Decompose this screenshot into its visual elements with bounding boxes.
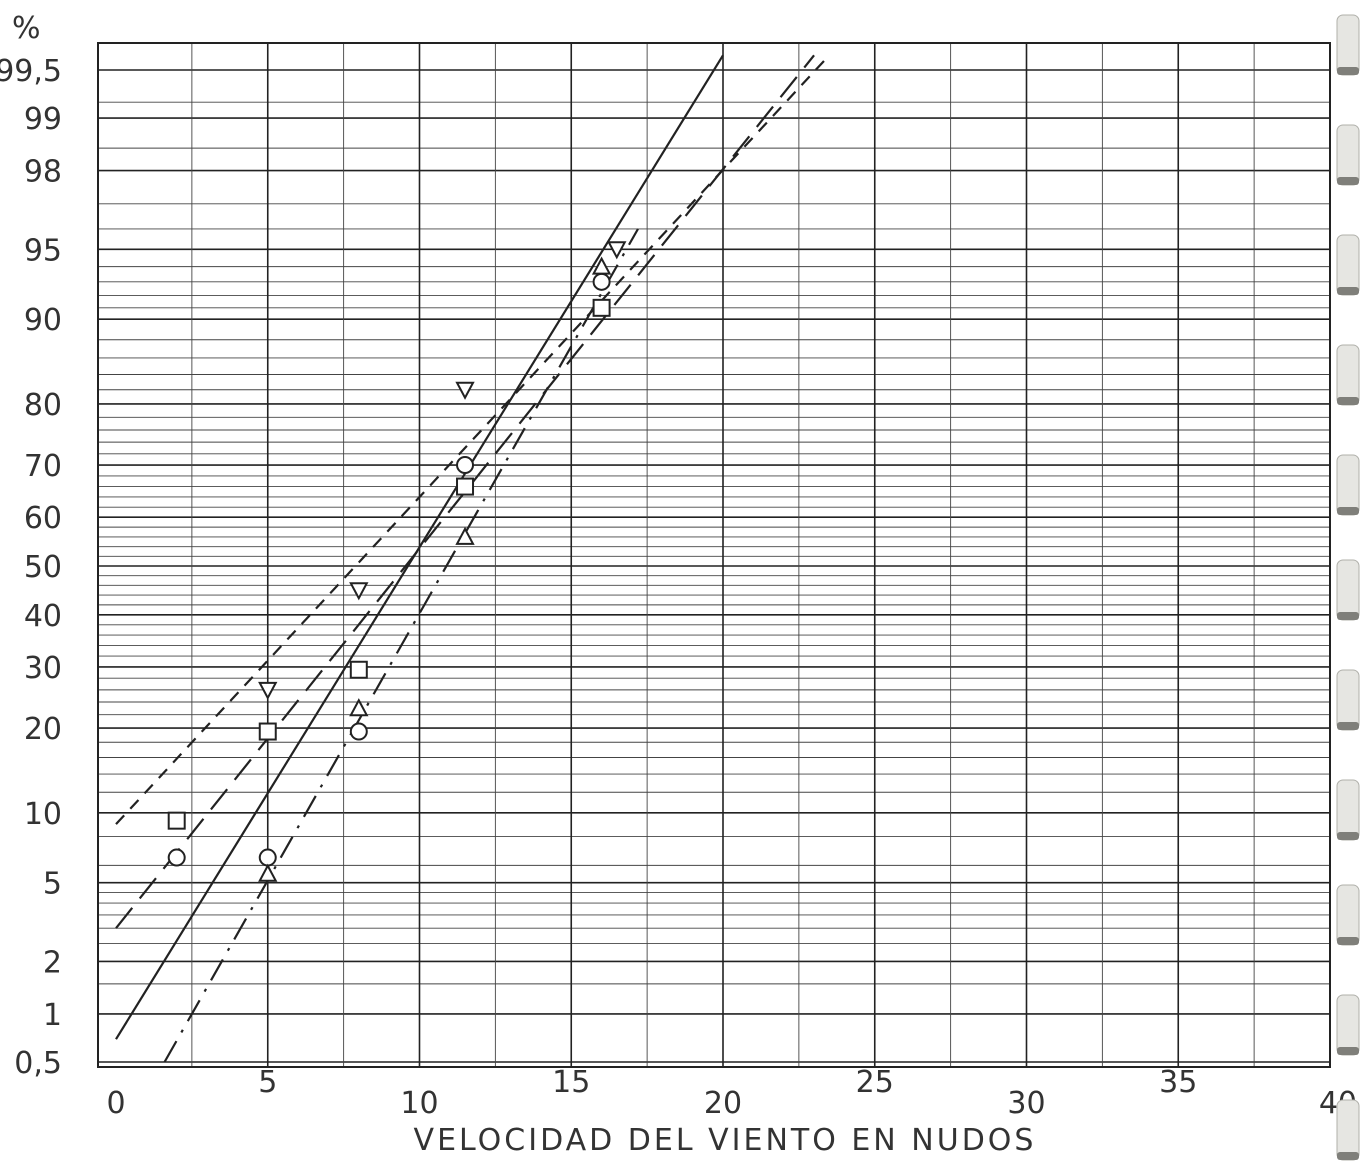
y-tick-label: 1 — [43, 998, 62, 1033]
y-axis-label: % — [12, 11, 44, 46]
y-tick-label: 99 — [24, 102, 62, 137]
x-tick-label: 15 — [552, 1065, 590, 1100]
data-point-square — [456, 477, 475, 496]
binder-tab — [1336, 884, 1360, 946]
plot-frame — [97, 42, 1331, 1068]
y-tick-label: 10 — [24, 797, 62, 832]
data-point-triangle-down — [607, 241, 627, 260]
grid — [98, 43, 1330, 1067]
binder-tab — [1336, 124, 1360, 186]
fit-line-circle — [115, 54, 724, 1040]
binder-tab — [1336, 454, 1360, 516]
binder-tabs — [1336, 14, 1360, 1161]
y-tick-label: 50 — [24, 550, 62, 585]
x-tick-label: 0 — [106, 1086, 125, 1121]
x-axis-tick-labels: 0510152025303540 — [106, 1065, 1357, 1121]
data-point-square — [592, 298, 611, 317]
data-point-triangle-up — [258, 863, 278, 882]
fit-lines — [115, 54, 831, 1063]
binder-tab — [1336, 1099, 1360, 1161]
binder-tab — [1336, 994, 1360, 1056]
x-tick-label: 30 — [1007, 1086, 1045, 1121]
binder-tab — [1336, 344, 1360, 406]
y-tick-label: 5 — [43, 867, 62, 902]
data-point-circle — [456, 456, 475, 475]
y-tick-label: 20 — [24, 712, 62, 747]
x-tick-label: 35 — [1159, 1065, 1197, 1100]
fit-line-triangle-up — [163, 228, 639, 1063]
data-point-circle — [349, 722, 368, 741]
data-point-triangle-down — [455, 381, 475, 400]
data-point-circle — [258, 848, 277, 867]
data-point-circle — [592, 272, 611, 291]
data-point-circle — [167, 848, 186, 867]
data-point-triangle-down — [258, 681, 278, 701]
data-point-triangle-up — [349, 698, 369, 717]
y-tick-label: 80 — [24, 388, 62, 423]
fit-line-square — [115, 54, 815, 929]
fit-line-triangle-down — [115, 54, 831, 825]
data-point-square — [167, 811, 186, 830]
x-tick-label: 5 — [258, 1065, 277, 1100]
data-point-triangle-up — [591, 256, 612, 275]
x-axis-label: VELOCIDAD DEL VIENTO EN NUDOS — [414, 1123, 1037, 1158]
y-tick-label: 60 — [24, 501, 62, 536]
binder-tab — [1336, 669, 1360, 731]
y-axis-tick-labels: 0,5 1 2 5 10 20 30 40 50 60 70 80 90 95 98 99 99,5 — [0, 54, 62, 1081]
binder-tab — [1336, 14, 1360, 76]
x-tick-label: 20 — [704, 1086, 742, 1121]
y-tick-label: 70 — [24, 449, 62, 484]
data-points — [167, 241, 627, 882]
binder-tab — [1336, 779, 1360, 841]
y-tick-label: 95 — [24, 233, 62, 268]
y-tick-label: 90 — [24, 303, 62, 338]
y-tick-label: 0,5 — [14, 1046, 62, 1081]
y-tick-label: 98 — [24, 155, 62, 190]
data-point-square — [349, 660, 368, 679]
x-tick-label: 25 — [856, 1065, 894, 1100]
data-point-square — [258, 722, 277, 741]
x-tick-label: 10 — [400, 1086, 438, 1121]
data-point-triangle-down — [349, 582, 369, 601]
y-tick-label: 2 — [43, 945, 62, 980]
y-tick-label: 30 — [24, 651, 62, 686]
binder-tab — [1336, 559, 1360, 621]
y-tick-label: 99,5 — [0, 54, 62, 89]
binder-tab — [1336, 234, 1360, 296]
y-tick-label: 40 — [24, 599, 62, 634]
data-point-triangle-up — [455, 526, 475, 545]
